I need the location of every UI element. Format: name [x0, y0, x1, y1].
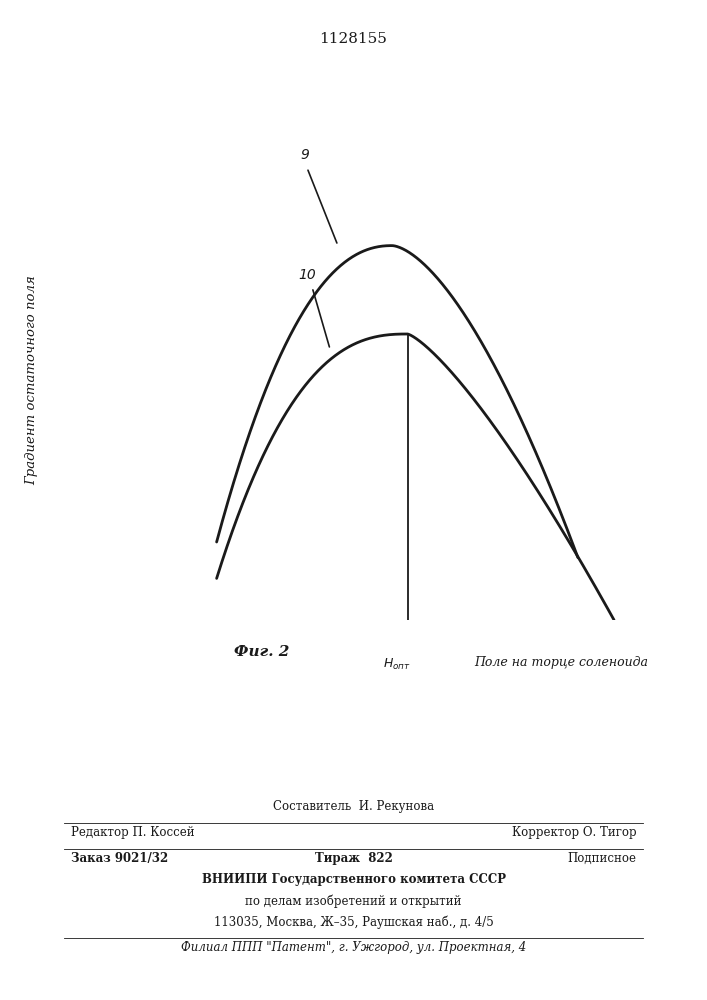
Text: $H_{опт}$: $H_{опт}$	[383, 656, 411, 672]
Text: Филиал ППП "Патент", г. Ужгород, ул. Проектная, 4: Филиал ППП "Патент", г. Ужгород, ул. Про…	[181, 941, 526, 954]
Text: 9: 9	[300, 148, 309, 162]
Text: 113035, Москва, Ж–35, Раушская наб., д. 4/5: 113035, Москва, Ж–35, Раушская наб., д. …	[214, 915, 493, 929]
Text: Заказ 9021/32: Заказ 9021/32	[71, 852, 168, 865]
Text: Корректор О. Тигор: Корректор О. Тигор	[512, 826, 636, 839]
Text: Редактор П. Коссей: Редактор П. Коссей	[71, 826, 194, 839]
Text: по делам изобретений и открытий: по делам изобретений и открытий	[245, 894, 462, 908]
Text: Подписное: Подписное	[567, 852, 636, 865]
Text: Составитель  И. Рекунова: Составитель И. Рекунова	[273, 800, 434, 813]
Text: ВНИИПИ Государственного комитета СССР: ВНИИПИ Государственного комитета СССР	[201, 873, 506, 886]
Text: Фиг. 2: Фиг. 2	[234, 645, 289, 659]
Text: Градиент остаточного поля: Градиент остаточного поля	[25, 275, 38, 485]
Text: Тираж  822: Тираж 822	[315, 852, 392, 865]
Text: 1128155: 1128155	[320, 32, 387, 46]
Text: 10: 10	[298, 268, 316, 282]
Text: Поле на торце соленоида: Поле на торце соленоида	[474, 656, 649, 669]
